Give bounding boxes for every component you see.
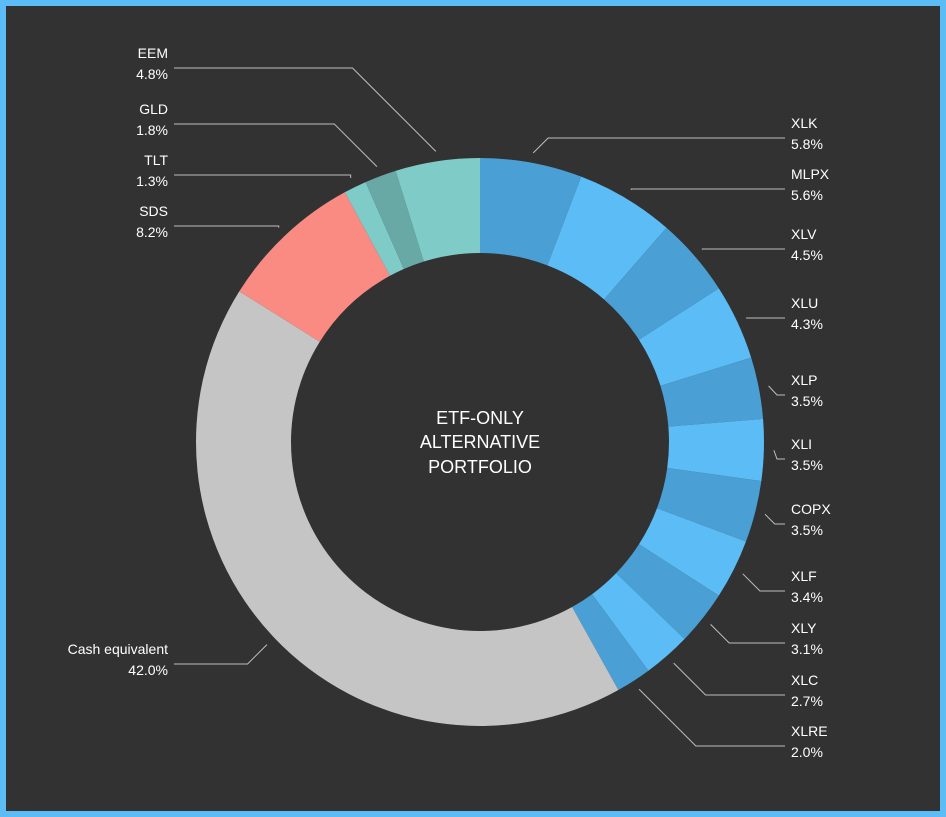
slice-label-sds: SDS — [139, 203, 168, 219]
slice-value-xlk: 5.8% — [791, 136, 823, 152]
leader-line-xly — [710, 624, 785, 644]
leader-line-cash-equivalent — [174, 644, 268, 665]
leader-line-xli — [773, 450, 785, 460]
slice-label-copx: COPX — [791, 501, 831, 517]
slice-value-eem: 4.8% — [136, 66, 168, 82]
slice-value-xlre: 2.0% — [791, 744, 823, 760]
slice-value-gld: 1.8% — [136, 122, 168, 138]
chart-panel: XLK 5.8% MLPX 5.6% XLV 4.5% XLU 4.3% XLP 3.5% XLI 3… — [6, 6, 940, 811]
slice-label-cash-equivalent: Cash equivalent — [68, 641, 169, 657]
leader-line-xlf — [742, 573, 785, 592]
slice-label-xlu: XLU — [791, 295, 818, 311]
leader-line-xlv — [701, 248, 785, 250]
slice-gld — [365, 170, 424, 270]
slice-label-xlp: XLP — [791, 372, 817, 388]
slice-value-sds: 8.2% — [136, 224, 168, 240]
leader-line-tlt — [174, 174, 352, 178]
chart-title-line-3: PORTFOLIO — [428, 457, 532, 477]
leader-line-xlre — [638, 688, 785, 747]
slice-xlp — [660, 357, 764, 427]
slice-value-mlpx: 5.6% — [791, 187, 823, 203]
slice-tlt — [344, 182, 404, 276]
slice-label-xly: XLY — [791, 620, 817, 636]
slice-value-xlf: 3.4% — [791, 589, 823, 605]
leader-line-gld — [174, 123, 378, 168]
slice-sds — [239, 192, 390, 342]
slice-label-tlt: TLT — [144, 152, 168, 168]
slice-label-xlk: XLK — [791, 115, 818, 131]
slice-label-gld: GLD — [139, 101, 168, 117]
slice-label-xlc: XLC — [791, 672, 818, 688]
slice-value-tlt: 1.3% — [136, 173, 168, 189]
slice-label-xlf: XLF — [791, 568, 817, 584]
leader-line-xlp — [768, 385, 785, 396]
slice-xlk — [480, 158, 582, 266]
slice-value-xly: 3.1% — [791, 641, 823, 657]
leader-line-xlc — [673, 662, 785, 696]
labels-group: XLK 5.8% MLPX 5.6% XLV 4.5% XLU 4.3% XLP 3.5% XLI 3… — [68, 45, 832, 760]
slice-copx — [657, 468, 762, 542]
slice-value-xlp: 3.5% — [791, 393, 823, 409]
slice-eem — [395, 158, 480, 262]
slice-label-eem: EEM — [138, 45, 168, 61]
slice-value-cash-equivalent: 42.0% — [128, 662, 168, 678]
slice-value-xlu: 4.3% — [791, 316, 823, 332]
slice-xly — [616, 544, 719, 639]
donut-chart: XLK 5.8% MLPX 5.6% XLV 4.5% XLU 4.3% XLP 3.5% XLI 3… — [68, 45, 832, 760]
slices-group — [195, 158, 764, 726]
leader-line-sds — [174, 225, 280, 228]
slice-cash-equivalent — [195, 291, 619, 726]
slice-value-xlc: 2.7% — [791, 693, 823, 709]
slice-label-mlpx: MLPX — [791, 166, 830, 182]
leader-line-xlk — [532, 137, 785, 154]
leader-line-mlpx — [630, 188, 785, 190]
slice-label-xlv: XLV — [791, 226, 817, 242]
slice-xlc — [592, 573, 685, 671]
chart-title-line-1: ETF-ONLY — [436, 408, 524, 428]
slice-xlu — [638, 288, 752, 386]
slice-xlre — [572, 594, 649, 691]
slice-value-copx: 3.5% — [791, 522, 823, 538]
slice-label-xli: XLI — [791, 436, 812, 452]
chart-title-line-2: ALTERNATIVE — [420, 432, 540, 452]
slice-value-xli: 3.5% — [791, 457, 823, 473]
slice-value-xlv: 4.5% — [791, 247, 823, 263]
slice-xlf — [638, 508, 746, 596]
leader-line-copx — [764, 513, 785, 525]
slice-xlv — [604, 227, 719, 340]
leader-lines-group — [174, 67, 785, 747]
slice-mlpx — [547, 176, 667, 300]
slice-xli — [667, 418, 764, 482]
leader-line-eem — [174, 67, 437, 152]
slice-label-xlre: XLRE — [791, 723, 828, 739]
